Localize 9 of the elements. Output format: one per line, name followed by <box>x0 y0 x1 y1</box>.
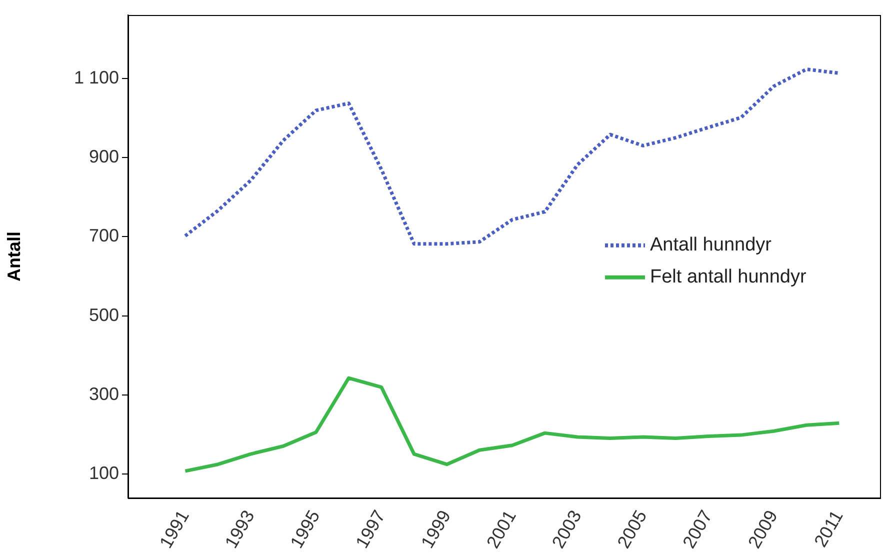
y-tick-label: 700 <box>88 226 119 246</box>
y-tick-label: 1 100 <box>74 67 119 88</box>
y-axis-title: Antall <box>4 231 24 282</box>
y-tick-label: 100 <box>88 463 119 484</box>
y-tick-label: 900 <box>88 146 119 166</box>
y-tick-label: 500 <box>88 304 119 325</box>
legend-label: Antall hunndyr <box>650 234 772 256</box>
y-tick-label: 300 <box>88 384 119 404</box>
legend-label: Felt antall hunndyr <box>650 266 807 288</box>
